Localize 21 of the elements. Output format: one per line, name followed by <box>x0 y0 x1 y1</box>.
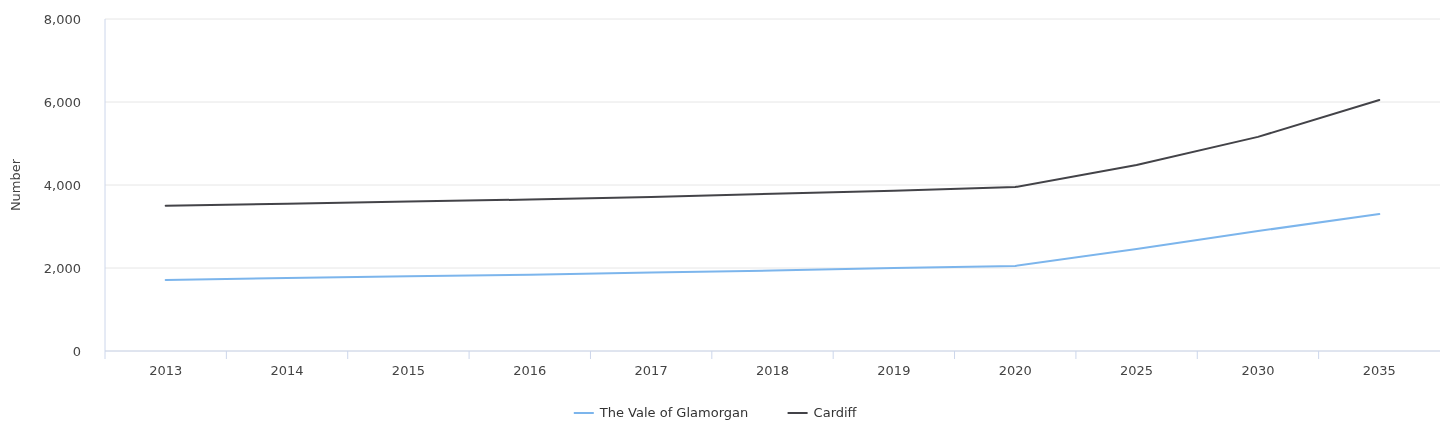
x-tick-label: 2013 <box>149 363 183 378</box>
y-tick-label: 0 <box>72 343 81 359</box>
y-tick-label: 2,000 <box>43 260 81 276</box>
x-tick-label: 2018 <box>755 363 790 378</box>
legend-label: The Vale of Glamorgan <box>598 405 749 420</box>
x-tick-label: 2025 <box>1120 363 1154 378</box>
x-tick-label: 2030 <box>1241 363 1275 378</box>
y-axis-title: Number <box>8 158 23 212</box>
x-tick-label: 2020 <box>998 363 1032 378</box>
legend-label: Cardiff <box>813 405 858 420</box>
x-tick-label: 2015 <box>391 363 425 378</box>
y-tick-label: 6,000 <box>43 94 81 110</box>
line-series <box>164 98 1381 207</box>
x-tick-label: 2017 <box>634 363 668 378</box>
y-tick-label: 4,000 <box>43 177 81 193</box>
x-tick-label: 2035 <box>1362 363 1396 378</box>
x-tick-label: 2019 <box>877 363 911 378</box>
x-tick-label: 2016 <box>513 363 547 378</box>
x-tick-label: 2014 <box>270 363 304 378</box>
line-series <box>164 213 1381 282</box>
y-tick-label: 8,000 <box>43 11 81 27</box>
